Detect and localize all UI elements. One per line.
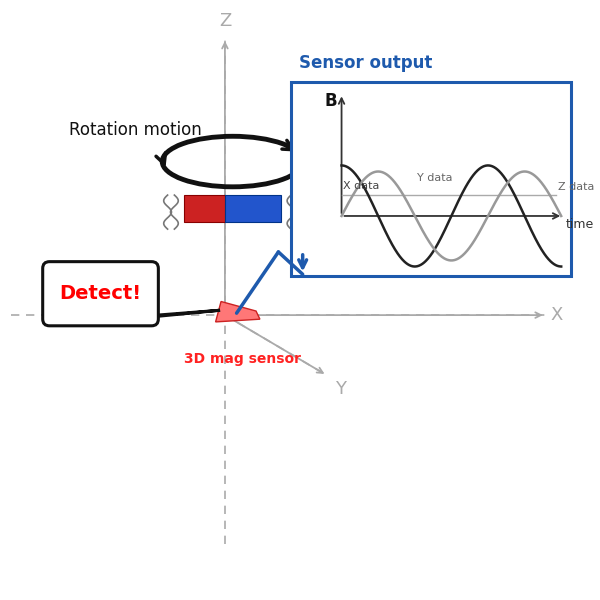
Text: Sensor output: Sensor output [299, 54, 432, 72]
Text: Z: Z [219, 13, 231, 31]
FancyBboxPatch shape [291, 82, 571, 276]
Text: Y data: Y data [418, 173, 453, 183]
Text: Z data: Z data [558, 182, 595, 191]
Text: 3D mag sensor: 3D mag sensor [184, 352, 301, 366]
Text: X: X [551, 306, 563, 324]
Text: Rotation motion: Rotation motion [70, 121, 202, 139]
FancyBboxPatch shape [43, 262, 158, 326]
Text: time: time [566, 218, 595, 231]
Text: Y: Y [335, 380, 346, 398]
Text: B: B [324, 92, 337, 110]
Text: Detect!: Detect! [59, 284, 142, 303]
Text: X data: X data [343, 181, 380, 191]
Bar [225, 194, 281, 222]
Polygon shape [107, 310, 220, 319]
Bar [184, 194, 225, 222]
Polygon shape [215, 302, 260, 322]
